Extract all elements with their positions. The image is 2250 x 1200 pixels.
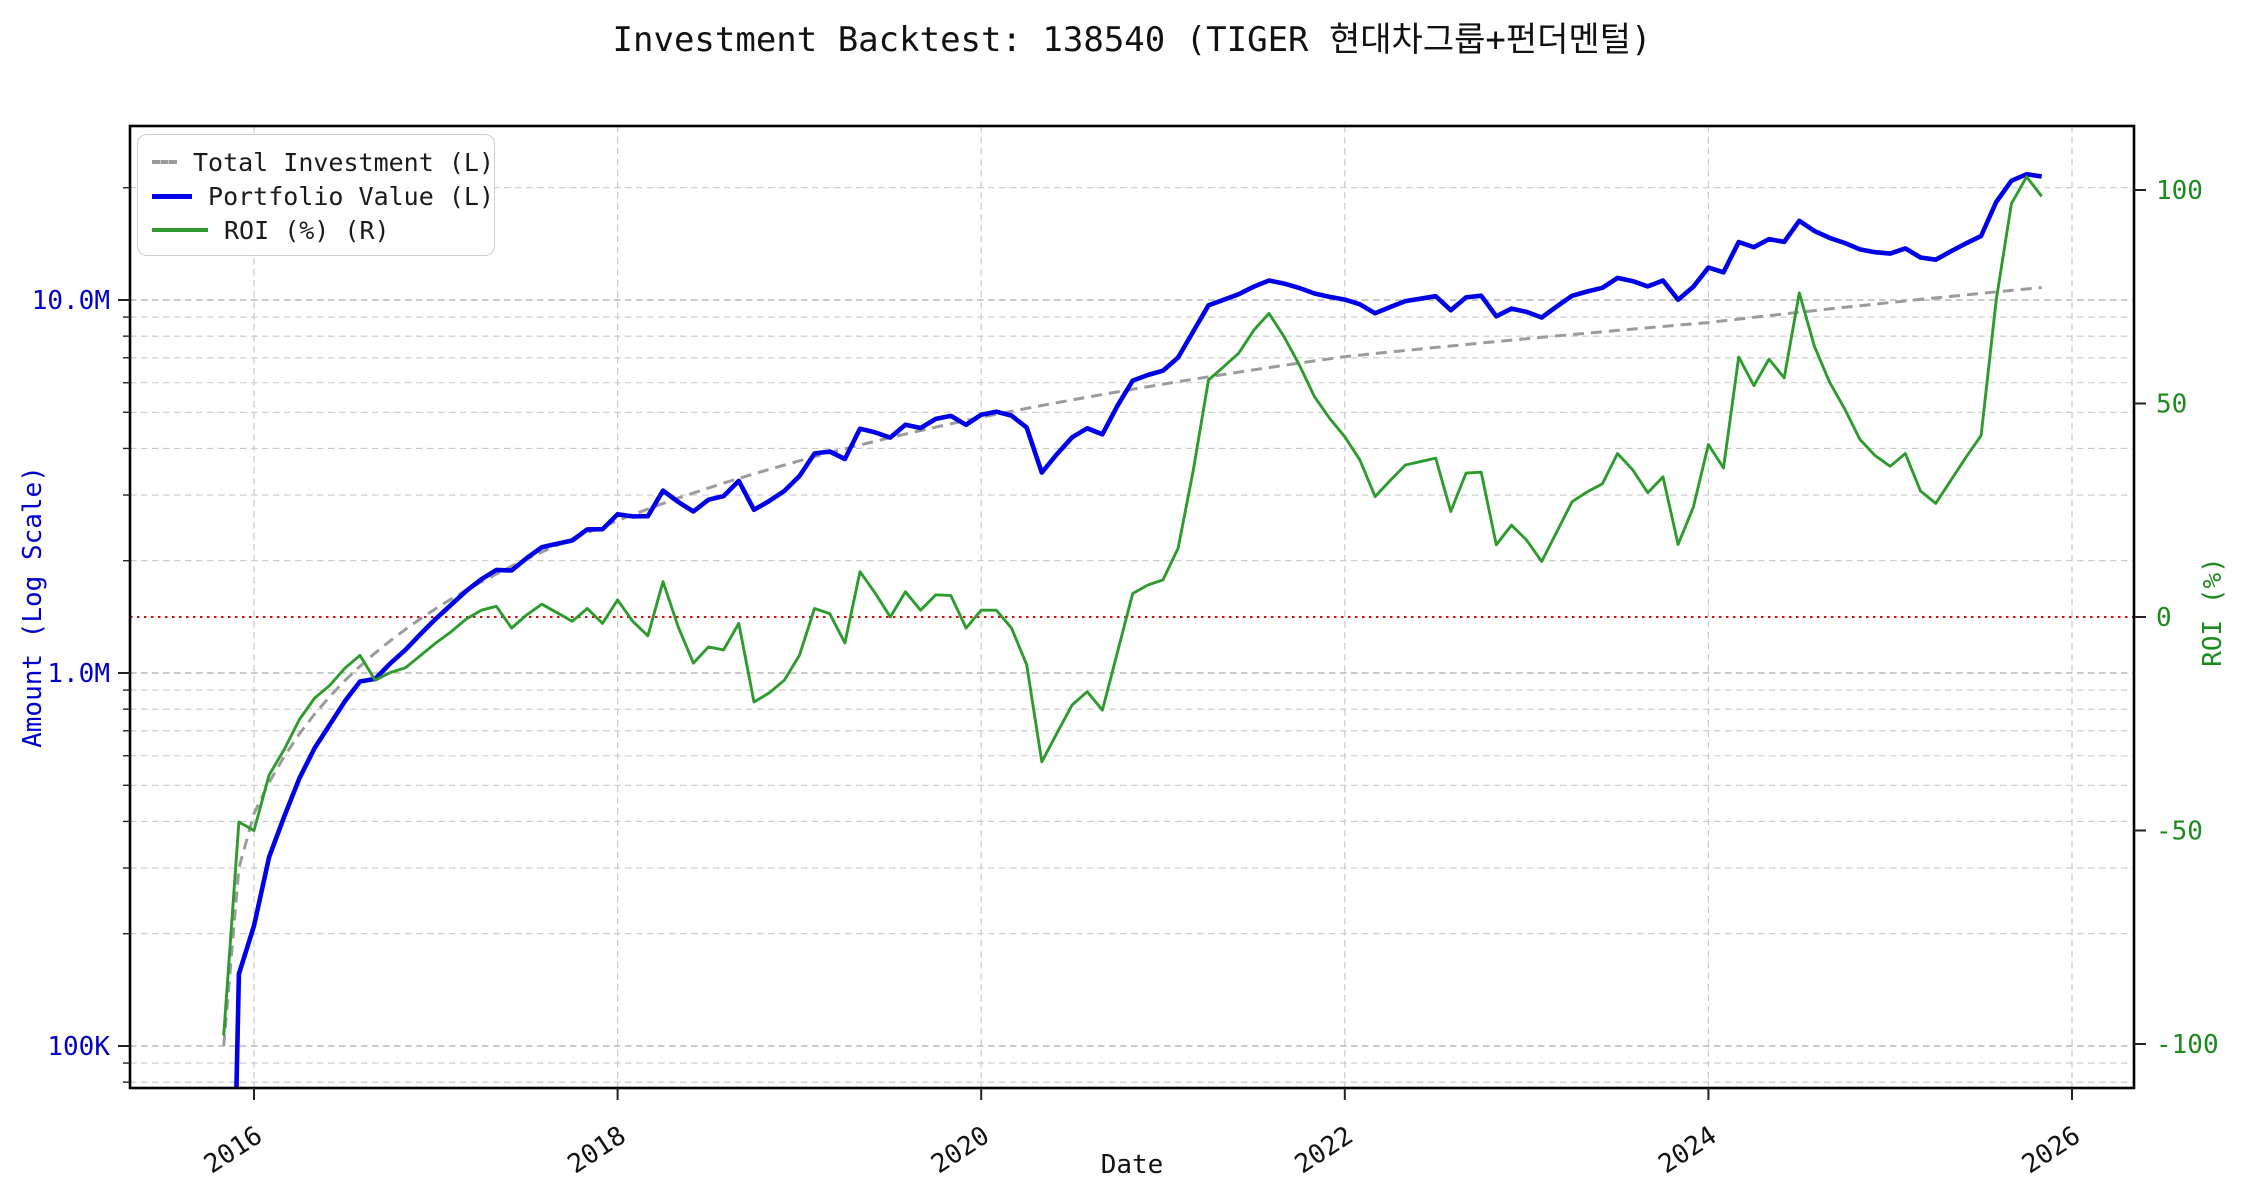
legend-item-total-investment: Total Investment (L) <box>152 145 494 179</box>
left-tick-label: 10.0M <box>32 286 110 316</box>
left-tick-label: 100K <box>47 1032 110 1062</box>
chart-title: Investment Backtest: 138540 (TIGER 현대차그룹… <box>612 20 1652 60</box>
legend: Total Investment (L) Portfolio Value (L)… <box>137 134 495 256</box>
right-tick-label: -100 <box>2156 1030 2219 1060</box>
right-tick-label: 0 <box>2156 603 2172 633</box>
y-axis-title-left: Amount (Log Scale) <box>18 466 48 748</box>
legend-label: Portfolio Value (L) <box>208 181 494 211</box>
blue-line-swatch <box>152 193 193 199</box>
dashed-line-swatch <box>152 160 177 164</box>
x-axis-title: Date <box>1100 1150 1164 1180</box>
green-line-swatch <box>152 228 208 232</box>
right-tick-label: -50 <box>2156 817 2203 847</box>
legend-label: ROI (%) (R) <box>224 215 390 245</box>
right-tick-label: 50 <box>2156 390 2187 420</box>
right-tick-label: 100 <box>2156 176 2203 206</box>
y-axis-title-right: ROI (%) <box>2198 557 2228 667</box>
portfolio-value-line <box>234 171 2043 1088</box>
roi-line <box>222 175 2043 1036</box>
left-tick-label: 1.0M <box>47 659 110 689</box>
legend-label: Total Investment (L) <box>192 147 494 177</box>
legend-item-roi: ROI (%) (R) <box>152 213 494 247</box>
legend-item-portfolio-value: Portfolio Value (L) <box>152 179 494 213</box>
plot-frame <box>128 124 2136 1090</box>
